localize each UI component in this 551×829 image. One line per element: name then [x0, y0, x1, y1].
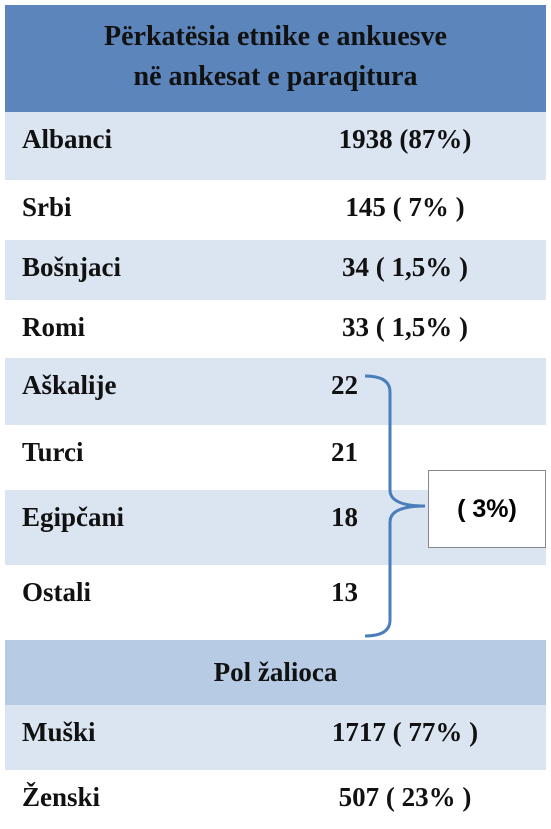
row-value: 1717 ( 77% ) [331, 717, 479, 747]
table-row: Muški 1717 ( 77% ) [5, 705, 546, 770]
row-label: Ostali [22, 577, 92, 607]
row-label: Aškalije [22, 370, 117, 400]
row-label: Albanci [22, 124, 113, 154]
row-label: Bošnjaci [22, 252, 122, 282]
table-row: Ženski 507 ( 23% ) [5, 770, 546, 825]
header-title-line: në ankesat e paraqitura [133, 61, 418, 92]
row-value: 34 ( 1,5% ) [342, 252, 468, 282]
table-row: Albanci 1938 (87%) [5, 112, 546, 180]
row-value: 1938 (87%) [338, 124, 472, 154]
section-title: Pol žalioca [213, 657, 338, 687]
row-value: 33 ( 1,5% ) [342, 312, 468, 342]
table-row: Ostali 13 [5, 565, 546, 640]
table-row: Srbi 145 ( 7% ) [5, 180, 546, 240]
row-value: 145 ( 7% ) [345, 192, 465, 222]
row-label: Turci [22, 437, 84, 467]
row-value: 507 ( 23% ) [338, 782, 472, 812]
section-header: Pol žalioca [5, 640, 546, 705]
header-title-line: Përkatësia etnike e ankuesve [104, 21, 447, 52]
table-row: Romi 33 ( 1,5% ) [5, 300, 546, 358]
brace [364, 374, 426, 638]
table-row: Bošnjaci 34 ( 1,5% ) [5, 240, 546, 300]
row-value: 13 [331, 577, 358, 607]
row-value: 22 [331, 370, 358, 400]
table-row: Aškalije 22 [5, 358, 546, 425]
group-note: ( 3%) [428, 470, 546, 548]
row-value: 18 [331, 502, 358, 532]
row-label: Muški [22, 717, 96, 747]
header: Përkatësia etnike e ankuesve në ankesat e… [5, 5, 546, 112]
row-label: Ženski [22, 782, 101, 812]
row-label: Egipčani [22, 502, 125, 532]
row-value: 21 [331, 437, 358, 467]
row-label: Romi [22, 312, 85, 342]
row-label: Srbi [22, 192, 72, 222]
